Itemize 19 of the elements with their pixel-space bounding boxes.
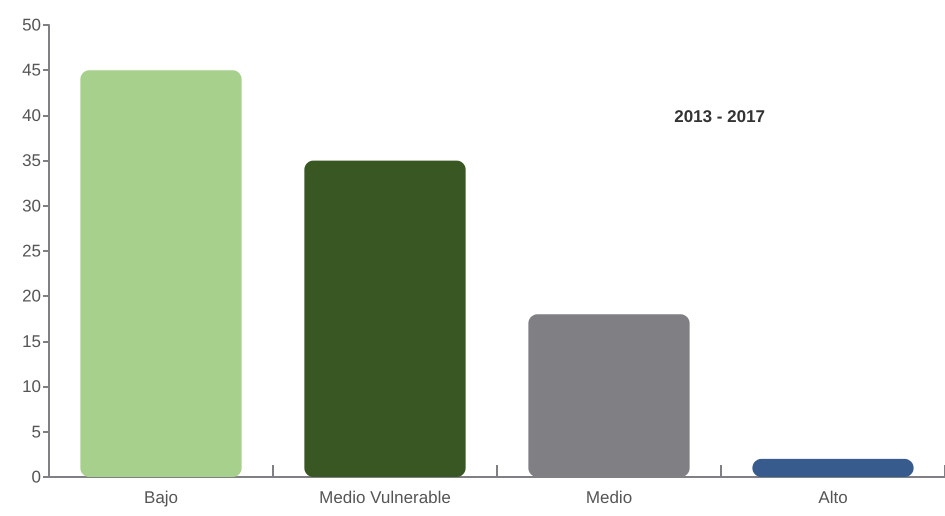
bar — [752, 458, 914, 477]
y-tick-label: 40 — [22, 106, 41, 125]
x-tick-label: Bajo — [144, 488, 178, 507]
y-tick-label: 35 — [22, 151, 41, 170]
x-tick-label: Medio — [586, 488, 632, 507]
y-tick-label: 25 — [22, 242, 41, 260]
y-tick-label: 15 — [22, 332, 41, 351]
x-tick-label: Medio Vulnerable — [319, 488, 451, 507]
bar — [304, 160, 466, 477]
y-tick-label: 10 — [22, 377, 41, 396]
bar — [80, 70, 242, 477]
annotation: 2013 - 2017 — [674, 107, 766, 126]
y-tick-label: 45 — [22, 60, 41, 80]
y-tick-label: 50 — [22, 16, 41, 34]
x-tick-label: Alto — [818, 488, 848, 507]
y-tick-label: 0 — [32, 468, 41, 486]
y-tick-label: 20 — [22, 286, 41, 306]
y-tick-label: 5 — [32, 422, 41, 442]
y-tick-label: 30 — [22, 196, 41, 216]
